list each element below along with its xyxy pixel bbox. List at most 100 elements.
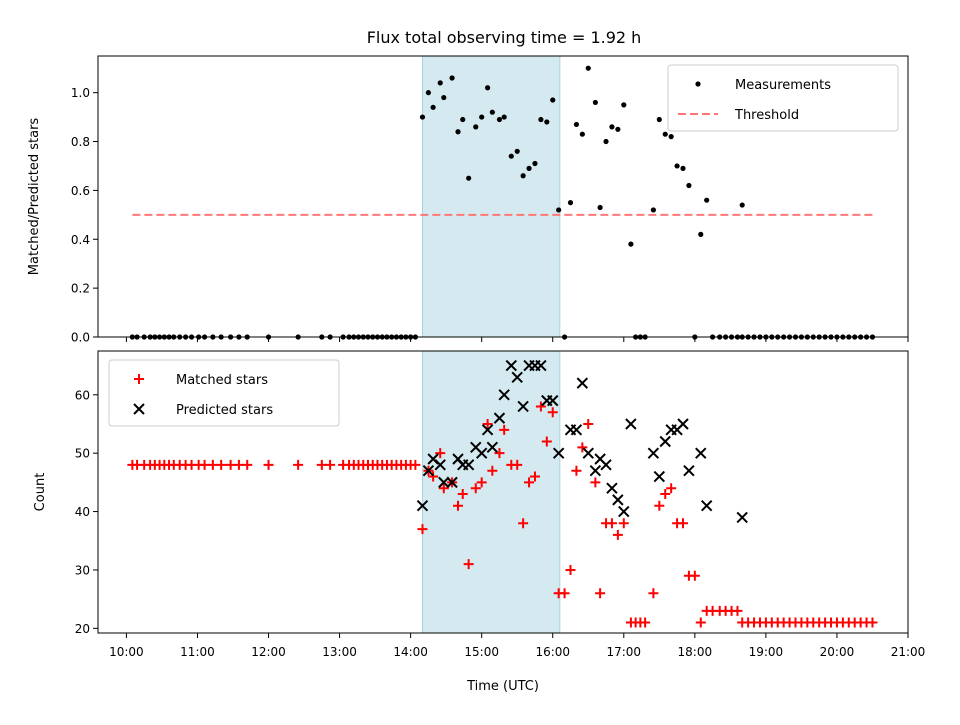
legend-marker-x	[133, 403, 145, 415]
matched-stars-point	[263, 459, 274, 470]
measurement-point	[514, 148, 520, 154]
x-tick-label: 10:00	[109, 645, 144, 659]
measurement-point	[621, 102, 627, 108]
x-tick-label: 21:00	[891, 645, 926, 659]
matched-stars-point	[590, 477, 601, 488]
matched-stars-point	[695, 617, 706, 628]
legend: Matched stars Predicted stars	[108, 359, 340, 427]
matched-stars-point	[612, 529, 623, 540]
x-tick-label: 16:00	[535, 645, 570, 659]
measurement-point	[449, 75, 455, 81]
matched-stars-point	[867, 617, 878, 628]
measurement-point	[455, 129, 461, 135]
predicted-stars-point	[552, 447, 565, 459]
matched-stars-point	[666, 483, 677, 494]
measurement-point	[532, 160, 538, 167]
matched-stars-point	[518, 518, 529, 529]
matched-stars-point	[435, 448, 446, 459]
measurement-point	[425, 90, 431, 96]
matched-stars-point	[417, 524, 428, 535]
matched-stars-point	[606, 518, 617, 529]
measurement-point	[579, 131, 585, 137]
predicted-stars-point	[653, 470, 666, 483]
measurement-point	[680, 165, 686, 171]
measurement-point	[592, 99, 598, 106]
measurement-point	[501, 114, 507, 120]
matched-stars-point	[535, 401, 546, 412]
measurement-point	[489, 109, 495, 115]
predicted-stars-point	[625, 418, 637, 430]
legend-label: Measurements	[735, 78, 831, 93]
x-tick-label: 15:00	[464, 645, 499, 659]
y-tick-label: 40	[75, 505, 90, 519]
predicted-stars-point	[547, 394, 559, 407]
predicted-stars-point	[582, 447, 594, 459]
predicted-stars-point	[600, 459, 612, 471]
predicted-stars-point	[535, 359, 547, 372]
matched-stars-point	[242, 459, 253, 470]
predicted-stars-point	[618, 505, 630, 518]
predicted-stars-point	[422, 464, 435, 477]
measurement-point	[656, 116, 662, 123]
matched-stars-point	[494, 448, 505, 459]
measurement-point	[544, 119, 550, 125]
matched-stars-point	[428, 471, 439, 482]
matched-stars-point	[654, 500, 665, 511]
measurement-point	[597, 204, 603, 211]
matched-stars-point	[595, 588, 606, 599]
matched-stars-point	[577, 442, 588, 453]
y-tick-label: 0.2	[71, 282, 90, 296]
observing-window-span	[421, 55, 561, 338]
matched-stars-point	[512, 459, 523, 470]
predicted-stars-point	[486, 441, 499, 454]
matched-stars-point	[618, 518, 629, 529]
measurement-point	[485, 85, 491, 91]
matched-stars-point	[559, 588, 570, 599]
matched-stars-point	[583, 418, 594, 429]
measurement-point	[628, 241, 634, 247]
x-tick-label: 14:00	[393, 645, 428, 659]
matched-stars-point	[571, 465, 582, 476]
predicted-stars-point	[434, 459, 446, 471]
chart-title: Flux total observing time = 1.92 h	[367, 28, 642, 47]
predicted-stars-point	[736, 511, 748, 524]
measurement-point	[550, 97, 556, 103]
measurement-point	[585, 65, 591, 71]
predicted-stars-point	[647, 447, 660, 459]
matched-stars-point	[640, 617, 651, 628]
predicted-stars-point	[493, 412, 506, 424]
measurement-point	[526, 165, 532, 171]
matched-stars-point	[325, 459, 336, 470]
matched-stars-point	[499, 424, 510, 435]
x-tick-label: 19:00	[749, 645, 784, 659]
matched-stars-point	[476, 477, 487, 488]
predicted-stars-point	[475, 447, 488, 459]
axes-frame	[97, 55, 909, 338]
y-axis-label: Matched/Predicted stars	[27, 118, 42, 276]
measurement-point	[615, 126, 621, 132]
matched-stars-point	[293, 459, 304, 470]
y-tick-label: 0.4	[71, 233, 90, 247]
measurement-point	[668, 134, 674, 140]
x-tick-label: 20:00	[820, 645, 855, 659]
legend-marker-plus	[134, 374, 144, 384]
measurement-point	[437, 80, 443, 86]
predicted-stars-point	[498, 389, 510, 401]
legend-box	[667, 64, 899, 132]
x-tick-label: 13:00	[322, 645, 357, 659]
y-tick-label: 0.8	[71, 135, 90, 149]
measurement-point	[704, 197, 710, 203]
measurement-point	[441, 94, 447, 101]
measurement-point	[466, 175, 472, 181]
y-tick-label: 0.0	[71, 331, 90, 345]
measurement-point	[739, 202, 745, 208]
measurement-point	[430, 104, 436, 110]
measurement-point	[662, 131, 668, 137]
predicted-stars-point	[700, 500, 713, 512]
matched-stars-point	[487, 465, 498, 476]
y-tick-label: 60	[75, 388, 90, 402]
x-tick-label: 17:00	[606, 645, 641, 659]
matched-stars-point	[410, 459, 421, 470]
matched-stars-point	[678, 518, 688, 529]
